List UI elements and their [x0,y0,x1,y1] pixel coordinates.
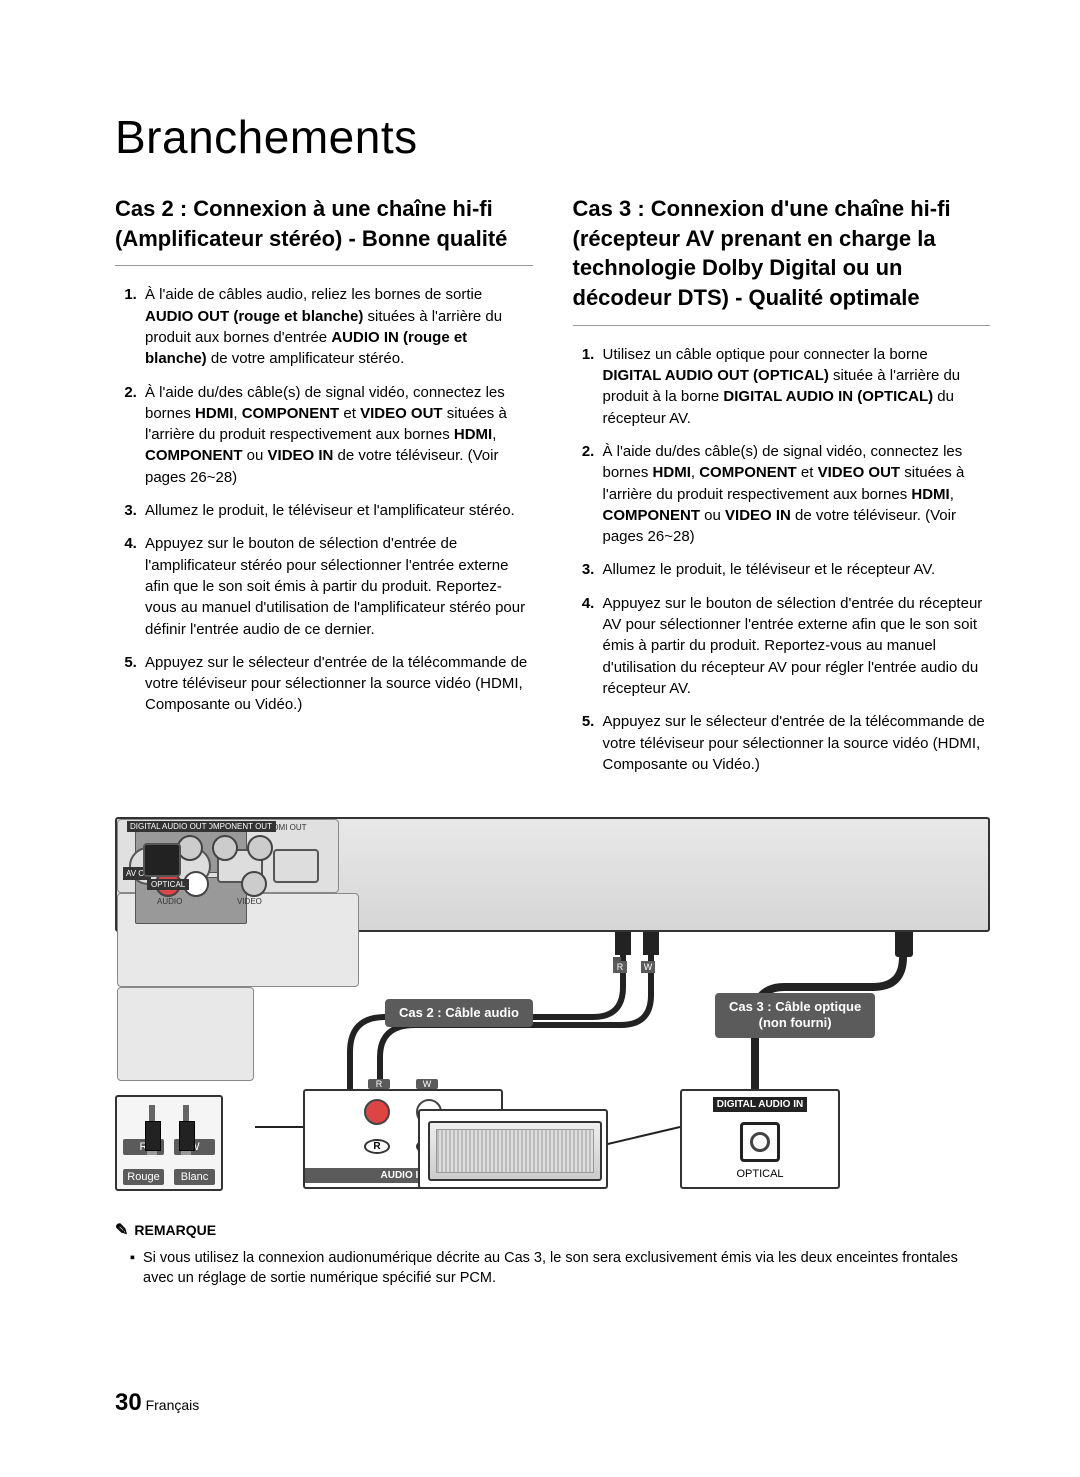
case2-steps: À l'aide de câbles audio, reliez les bor… [115,284,533,715]
svg-text:W: W [644,962,653,972]
rca-legend: R W Rouge Blanc [115,1095,223,1191]
av-receiver-icon [418,1109,608,1189]
rca-rouge-label: Rouge [123,1169,164,1185]
case3-step: Appuyez sur le bouton de sélection d'ent… [599,593,991,699]
rca-plug-icon [177,1105,195,1155]
note-icon: ✎ [115,1220,128,1240]
jack-icon [241,871,267,897]
remark-header: ✎ REMARQUE [115,1220,990,1240]
remark-section: ✎ REMARQUE Si vous utilisez la connexion… [115,1220,990,1289]
case2-step: Allumez le produit, le téléviseur et l'a… [141,500,533,521]
case2-step: À l'aide du/des câble(s) de signal vidéo… [141,382,533,488]
connection-diagram: R W VHF/UHF LAN HDMI OUT COMPONENT OUT A [115,817,990,1192]
case2-step: Appuyez sur le bouton de sélection d'ent… [141,533,533,639]
optical-label: OPTICAL [147,879,189,890]
case2-title: Cas 2 : Connexion à une chaîne hi-fi (Am… [115,194,533,253]
digital-audio-in-label: DIGITAL AUDIO IN [713,1097,807,1112]
panel-digital-out: DIGITAL AUDIO OUT OPTICAL [117,987,254,1081]
divider [115,265,533,266]
jack-icon [212,835,238,861]
svg-text:R: R [617,962,624,972]
case3-title: Cas 3 : Connexion d'une chaîne hi-fi (ré… [573,194,991,313]
divider [573,325,991,326]
remark-text: Si vous utilisez la connexion audionumér… [143,1248,990,1289]
device-back-panel: VHF/UHF LAN HDMI OUT COMPONENT OUT AV OU… [115,817,990,932]
optical-input-box: DIGITAL AUDIO IN OPTICAL [680,1089,840,1189]
case3-step: Appuyez sur le sélecteur d'entrée de la … [599,711,991,775]
case3-step: Utilisez un câble optique pour connecter… [599,344,991,429]
page-footer: 30 Français [115,1389,199,1417]
page-title: Branchements [115,110,990,164]
column-case2: Cas 2 : Connexion à une chaîne hi-fi (Am… [115,194,533,787]
page-number: 30 [115,1389,142,1416]
optical-port-icon [143,843,181,877]
video-label: VIDEO [237,897,262,906]
case3-cable-label-line1: Cas 3 : Câble optique [729,999,861,1014]
case3-step: Allumez le produit, le téléviseur et le … [599,559,991,580]
rca-blanc-label: Blanc [174,1169,215,1185]
optical-port-icon [740,1122,780,1162]
amp-jack-red-icon [364,1099,390,1125]
amp-w-tag: W [416,1079,438,1089]
case3-cable-label: Cas 3 : Câble optique (non fourni) [715,993,875,1038]
amp-r-ring: R [364,1139,390,1154]
jack-icon [247,835,273,861]
case2-step: À l'aide de câbles audio, reliez les bor… [141,284,533,369]
case3-cable-label-line2: (non fourni) [759,1015,832,1030]
av-receiver-front-icon [428,1121,602,1181]
amp-r-tag: R [368,1079,390,1089]
case2-cable-label: Cas 2 : Câble audio [385,999,533,1027]
port-icon [273,849,319,883]
digital-audio-out-label: DIGITAL AUDIO OUT [127,821,209,832]
remark-header-text: REMARQUE [134,1222,216,1238]
manual-page: Branchements Cas 2 : Connexion à une cha… [0,0,1080,1477]
optical-port-label: OPTICAL [682,1168,838,1180]
case2-step: Appuyez sur le sélecteur d'entrée de la … [141,652,533,716]
audio-label: AUDIO [157,897,182,906]
rca-plug-icon [143,1105,161,1155]
columns: Cas 2 : Connexion à une chaîne hi-fi (Am… [115,194,990,787]
case3-step: À l'aide du/des câble(s) de signal vidéo… [599,441,991,547]
case3-steps: Utilisez un câble optique pour connecter… [573,344,991,775]
page-lang: Français [146,1397,200,1413]
column-case3: Cas 3 : Connexion d'une chaîne hi-fi (ré… [573,194,991,787]
